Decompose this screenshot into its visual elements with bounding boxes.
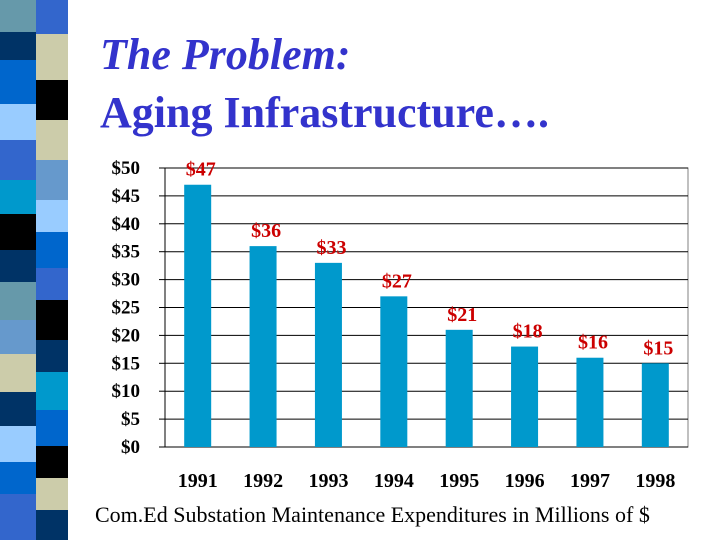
data-label: $15	[643, 337, 673, 359]
data-label: $27	[382, 270, 412, 292]
y-tick-label: $0	[121, 437, 140, 458]
stripe-block	[36, 232, 68, 268]
x-tick-label: 1991	[178, 470, 218, 492]
y-tick-label: $35	[112, 242, 141, 263]
x-tick-label: 1994	[374, 470, 414, 492]
y-tick-label: $10	[112, 381, 141, 402]
stripe-block	[0, 214, 36, 250]
y-tick-label: $50	[112, 158, 141, 179]
bar	[184, 184, 212, 448]
stripe-block	[36, 160, 68, 200]
bar-chart: $0 $5 $10 $15 $20 $25 $30 $35 $40 $45 $50 $47 1991 $3…	[112, 158, 689, 492]
stripe-block	[0, 60, 36, 104]
stripe-block	[36, 80, 68, 120]
stripe-block	[36, 340, 68, 372]
stripe-block	[0, 104, 36, 140]
stripe-block	[36, 410, 68, 446]
stripe-block	[0, 392, 36, 426]
stripe-block	[36, 478, 68, 510]
stripe-block	[0, 494, 36, 540]
stripe-block	[36, 446, 68, 478]
stripe-block	[0, 462, 36, 494]
stripe-block	[36, 120, 68, 160]
y-tick-label: $45	[112, 186, 141, 207]
x-tick-label: 1995	[439, 470, 479, 492]
stripe-block	[36, 34, 68, 80]
y-tick-label: $20	[112, 325, 141, 346]
stripe-block	[0, 282, 36, 320]
x-tick-label: 1996	[505, 470, 545, 492]
stripe-block	[36, 300, 68, 340]
data-label: $21	[447, 304, 477, 326]
stripe-block	[36, 510, 68, 540]
stripe-block	[0, 354, 36, 392]
bar	[249, 246, 277, 447]
stripe-block	[0, 426, 36, 462]
data-label: $16	[578, 332, 608, 354]
slide-title-line-1: The Problem:	[100, 30, 351, 79]
y-tick-label: $40	[112, 214, 141, 235]
chart-caption: Com.Ed Substation Maintenance Expenditur…	[95, 502, 650, 527]
y-tick-label: $25	[112, 298, 141, 319]
bar	[576, 357, 604, 447]
x-tick-label: 1993	[308, 470, 348, 492]
stripe-block	[0, 0, 36, 32]
x-tick-label: 1998	[635, 470, 675, 492]
bar	[511, 346, 539, 447]
stripe-block	[36, 200, 68, 232]
x-tick-label: 1997	[570, 470, 610, 492]
slide-title-line-2: Aging Infrastructure….	[100, 88, 549, 137]
x-tick-label: 1992	[243, 470, 283, 492]
data-label: $36	[251, 220, 281, 242]
bar	[380, 296, 408, 447]
stripe-block	[36, 372, 68, 410]
stripe-block	[0, 32, 36, 60]
stripe-block	[0, 140, 36, 180]
stripe-block	[0, 320, 36, 354]
y-tick-label: $5	[121, 409, 140, 430]
stripe-block	[36, 268, 68, 300]
stripe-block	[0, 180, 36, 214]
bar	[314, 262, 342, 447]
data-label: $47	[186, 159, 216, 181]
y-tick-label: $30	[112, 270, 141, 291]
bar	[641, 363, 669, 447]
y-tick-label: $15	[112, 353, 141, 374]
bar	[445, 329, 473, 447]
data-label: $18	[513, 321, 543, 343]
decorative-stripe	[0, 0, 68, 540]
stripe-block	[0, 250, 36, 282]
stripe-block	[36, 0, 68, 34]
data-label: $33	[316, 237, 346, 259]
